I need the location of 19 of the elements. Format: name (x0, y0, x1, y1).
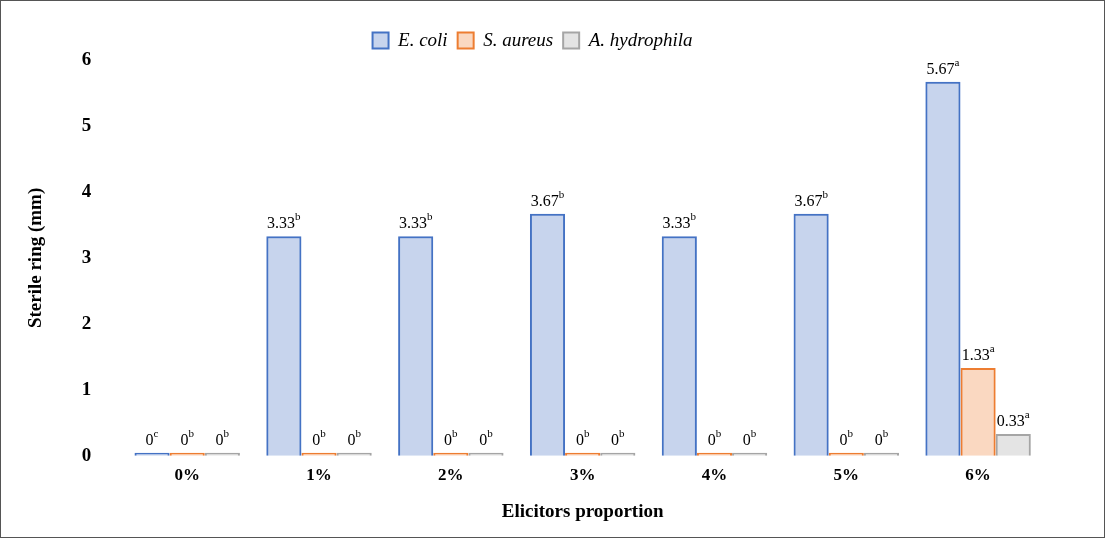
x-tick-label: 1% (306, 465, 332, 485)
y-tick-label: 5 (81, 113, 92, 135)
y-tick-label: 6 (81, 47, 92, 69)
x-tick-label: 4% (701, 465, 728, 485)
y-tick-label: 1 (81, 377, 92, 399)
y-tick-label: 4 (81, 179, 92, 201)
y-tick-label: 3 (81, 245, 92, 267)
x-tick-label: 3% (569, 465, 596, 485)
x-tick-label: 0% (174, 465, 200, 485)
x-tick-label: 5% (833, 465, 860, 485)
x-tick-label: 2% (438, 465, 464, 485)
legend-label: E. coli (397, 28, 448, 50)
y-axis-title: Sterile ring (mm) (24, 187, 47, 329)
y-tick-label: 0 (81, 443, 92, 465)
x-axis-title: Elicitors proportion (501, 499, 664, 521)
legend-label: S. aureus (483, 28, 554, 50)
x-tick-label: 6% (965, 465, 991, 485)
legend-label: A. hydrophila (586, 28, 693, 50)
y-tick-label: 2 (81, 311, 92, 333)
